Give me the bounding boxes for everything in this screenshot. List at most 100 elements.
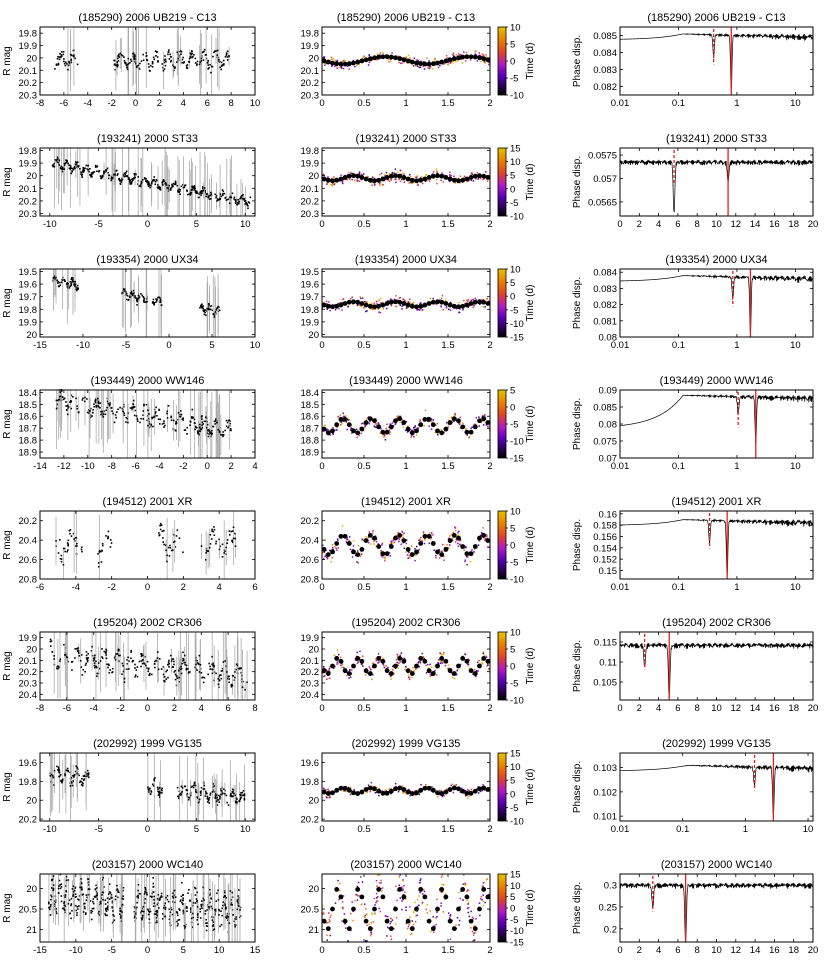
light-curve-point — [54, 68, 56, 70]
folded-point — [403, 547, 406, 549]
light-curve-point — [222, 192, 224, 195]
folded-point — [408, 182, 410, 184]
light-curve-point — [238, 200, 240, 203]
folded-point — [373, 543, 375, 545]
binned-mean-point — [439, 59, 445, 65]
y-tick-label: 19.9 — [301, 159, 320, 170]
light-curve-point — [163, 422, 165, 425]
folded-point — [389, 542, 392, 545]
light-curve-point — [87, 164, 89, 167]
light-curve-point — [179, 415, 182, 418]
light-curve-point — [122, 403, 125, 406]
panel-title: (195204) 2002 CR306 — [93, 617, 202, 629]
binned-mean-point — [367, 533, 373, 538]
light-curve-point — [242, 193, 244, 196]
y-tick-label: 0.084 — [593, 48, 617, 59]
binned-mean-point — [338, 658, 344, 664]
folded-point — [375, 422, 378, 425]
light-curve-point — [216, 198, 219, 200]
light-curve-point — [84, 664, 87, 666]
light-curve-point — [189, 420, 192, 423]
light-curve-point — [74, 281, 77, 283]
light-curve-point — [140, 181, 143, 184]
folded-point — [468, 304, 471, 307]
light-curve-point — [244, 203, 246, 205]
x-tick-label: 18 — [788, 703, 799, 714]
y-tick-label: 18.7 — [19, 424, 38, 435]
light-curve-point — [151, 181, 153, 184]
light-curve-point — [240, 667, 242, 669]
folded-point — [399, 655, 401, 657]
light-curve-point — [148, 426, 151, 429]
light-curve-point — [184, 429, 187, 431]
folded-point — [354, 659, 357, 661]
light-curve-point — [49, 775, 52, 778]
light-curve-point — [147, 417, 150, 420]
y-axis-label: R mag — [2, 46, 13, 75]
light-curve-point — [124, 175, 127, 178]
folded-point — [455, 60, 457, 62]
folded-point — [380, 427, 382, 430]
x-tick-label: -2 — [107, 582, 115, 593]
light-curve-point — [101, 656, 103, 658]
light-curve-point — [179, 667, 181, 670]
light-curve-point — [148, 183, 151, 185]
folded-point — [356, 179, 358, 181]
light-curve-point — [83, 168, 85, 170]
light-curve-point — [193, 185, 196, 187]
binned-mean-point — [325, 177, 331, 183]
light-curve-point — [136, 304, 138, 306]
colorbar-label: Time (d) — [525, 164, 536, 201]
x-tick-label: 4 — [656, 219, 661, 230]
light-curve-point — [77, 165, 80, 167]
folded-point — [449, 175, 451, 178]
folded-point — [453, 55, 455, 57]
folded-point — [488, 546, 490, 548]
folded-point — [414, 559, 416, 562]
light-curve-point — [142, 59, 145, 62]
light-curve-point — [167, 53, 169, 56]
folded-point — [437, 661, 439, 664]
light-curve-point — [159, 791, 162, 794]
light-curve-point — [218, 431, 221, 434]
folded-point — [323, 173, 325, 176]
folded-point — [405, 551, 407, 553]
y-tick-label: 0.154 — [593, 543, 617, 554]
light-curve-point — [213, 665, 216, 667]
light-curve-point — [92, 172, 94, 175]
folded-point — [483, 539, 486, 542]
light-curve-point — [62, 53, 65, 56]
folded-point — [442, 308, 445, 311]
x-tick-label: 5 — [194, 219, 199, 230]
light-curve-point — [128, 660, 130, 662]
light-curve-point — [204, 558, 207, 561]
light-curve-point — [233, 198, 235, 200]
light-curve-point — [216, 54, 218, 56]
light-curve-point — [181, 662, 183, 665]
light-curve-point — [81, 784, 84, 787]
folded-point — [434, 60, 436, 63]
folded-point — [395, 534, 397, 537]
light-curve-point — [222, 435, 224, 438]
folded-point — [326, 556, 329, 559]
folded-point — [435, 171, 438, 173]
light-curve-point — [134, 294, 136, 297]
light-curve-point — [153, 660, 156, 663]
folded-point — [415, 545, 418, 548]
folded-point — [365, 536, 367, 538]
light-curve-point — [66, 63, 68, 65]
light-curve-point — [183, 429, 186, 432]
light-curve-point — [131, 180, 133, 183]
light-curve-point — [173, 540, 176, 543]
folded-point — [398, 178, 400, 181]
light-curve-point — [85, 651, 88, 653]
folded-point — [352, 545, 355, 547]
binned-mean-point — [393, 173, 398, 179]
light-curve-point — [121, 407, 124, 410]
folded-point — [422, 656, 424, 658]
light-curve-point — [142, 53, 144, 56]
light-curve-point — [82, 166, 85, 169]
light-curve-point — [182, 657, 184, 660]
light-curve-point — [184, 663, 186, 666]
folded-point — [366, 310, 368, 312]
